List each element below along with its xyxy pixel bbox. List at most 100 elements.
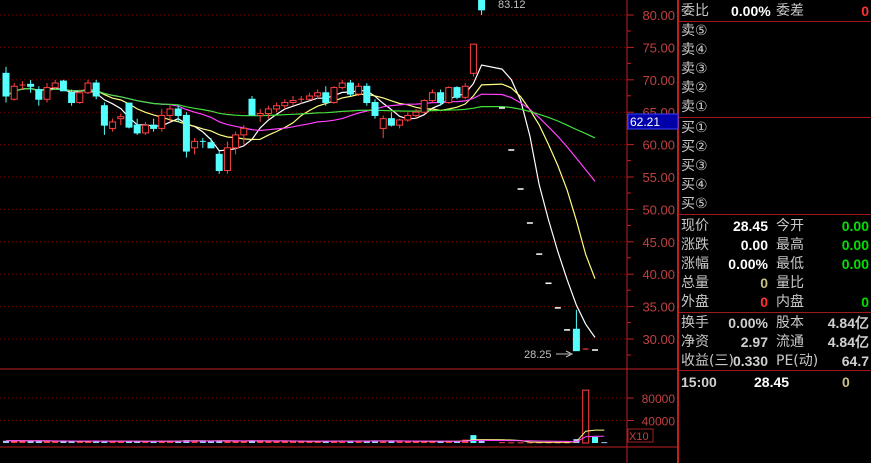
candle [174,108,182,116]
weibi-label: 委比 [681,3,709,19]
volume-bar [216,440,223,443]
volume-tick-label: 40000 [642,415,676,429]
candle [43,87,51,100]
volume-bar [380,441,387,443]
buy-level-3[interactable]: 买③ [679,157,871,176]
volume-bar [232,441,239,443]
price-axis: 80.0075.0070.0065.0060.0055.0050.0045.00… [627,8,675,356]
volume-bar [273,441,280,443]
weibi-value: 0.00% [731,3,771,19]
volume-bar [35,440,42,443]
candle [150,124,158,129]
candle [84,82,92,94]
candle [76,92,84,103]
sell-level-3[interactable]: 卖③ [679,60,871,79]
candle [379,118,387,129]
volume-bar [499,442,505,444]
candle [264,108,272,114]
volume-bar [564,442,571,444]
buy-level-label: 买③ [681,158,708,174]
price-tick-label: 75.00 [642,40,675,55]
candle [166,108,174,116]
candle [27,83,35,87]
price-tick-label: 60.00 [642,138,675,153]
volume-unit-label: X10 [629,431,649,443]
low-arrow-icon [556,350,574,358]
quote-label: 量比 [776,275,804,291]
volume-bar [347,441,354,443]
finance-label: 净资 [681,334,709,350]
volume-bar [240,441,247,443]
volume-bar [11,440,18,443]
grid-lines [0,0,679,463]
finance-value: 4.84亿 [827,334,869,350]
volume-bar [536,442,543,444]
buy-level-2[interactable]: 买② [679,138,871,157]
quote-row: 总量 0 量比 [679,274,871,293]
sell-level-1[interactable]: 卖① [679,98,871,117]
ma20-line [5,87,596,182]
weicha-value: 0 [861,3,869,19]
volume-bar [60,441,67,443]
volume-bar [142,441,149,443]
candle [396,119,404,126]
buy-level-5[interactable]: 买⑤ [679,195,871,214]
volume-ma10-line [5,435,605,443]
sell-level-2[interactable]: 卖② [679,79,871,98]
sell-level-4[interactable]: 卖④ [679,41,871,60]
candle [232,134,240,149]
quote-value: 0.00 [841,237,869,253]
candle [92,82,100,97]
volume-bar [298,441,305,443]
kline-chart[interactable]: 80.0075.0070.0065.0060.0055.0050.0045.00… [0,0,679,463]
candle [100,105,108,126]
candle [281,101,289,107]
volume-bar [478,440,485,443]
price-tick-label: 35.00 [642,300,675,315]
volume-bar [454,441,460,443]
volume-bar [76,441,83,443]
quote-label: 外盘 [681,294,709,310]
volume-bar [290,441,296,443]
candle [314,92,322,97]
candle [207,142,215,149]
candle [125,102,133,128]
volume-bar [470,435,477,443]
volume-bar [339,441,346,443]
buy-level-4[interactable]: 买④ [679,176,871,195]
candle [133,124,141,134]
volume-bars [3,389,608,444]
sell-level-label: 卖⑤ [681,23,708,39]
candle [404,114,412,121]
volume-bar [582,389,590,444]
tick-volume: 0 [842,374,850,390]
sell-level-5[interactable]: 卖⑤ [679,22,871,41]
tick-row[interactable]: 15:00 28.45 0 [679,373,871,392]
candle [478,0,486,11]
volume-bar [44,441,50,443]
low-price-label: 28.25 [524,349,552,361]
tick-price: 28.45 [754,374,790,390]
weicha-label: 委差 [776,3,804,19]
volume-bar [388,441,395,443]
volume-bar [363,440,370,443]
quote-label: 总量 [681,275,709,291]
volume-bar [52,441,59,443]
candle [445,87,453,103]
candle [141,124,149,134]
buy-level-label: 买④ [681,177,708,193]
candle [215,153,223,172]
candle [330,87,338,103]
price-tick-label: 45.00 [642,235,675,250]
candle [461,85,469,98]
buy-level-label: 买① [681,120,708,136]
candle [420,100,428,113]
volume-ma-lines [5,429,605,443]
buy-level-1[interactable]: 买① [679,119,871,138]
volume-bar [117,441,124,443]
sell-level-label: 卖③ [681,61,708,77]
volume-bar [396,441,403,443]
ma60-line [5,87,596,139]
finance-label: PE(动) [776,353,819,369]
finance-row: 净资 2.97 流通 4.84亿 [679,333,871,352]
